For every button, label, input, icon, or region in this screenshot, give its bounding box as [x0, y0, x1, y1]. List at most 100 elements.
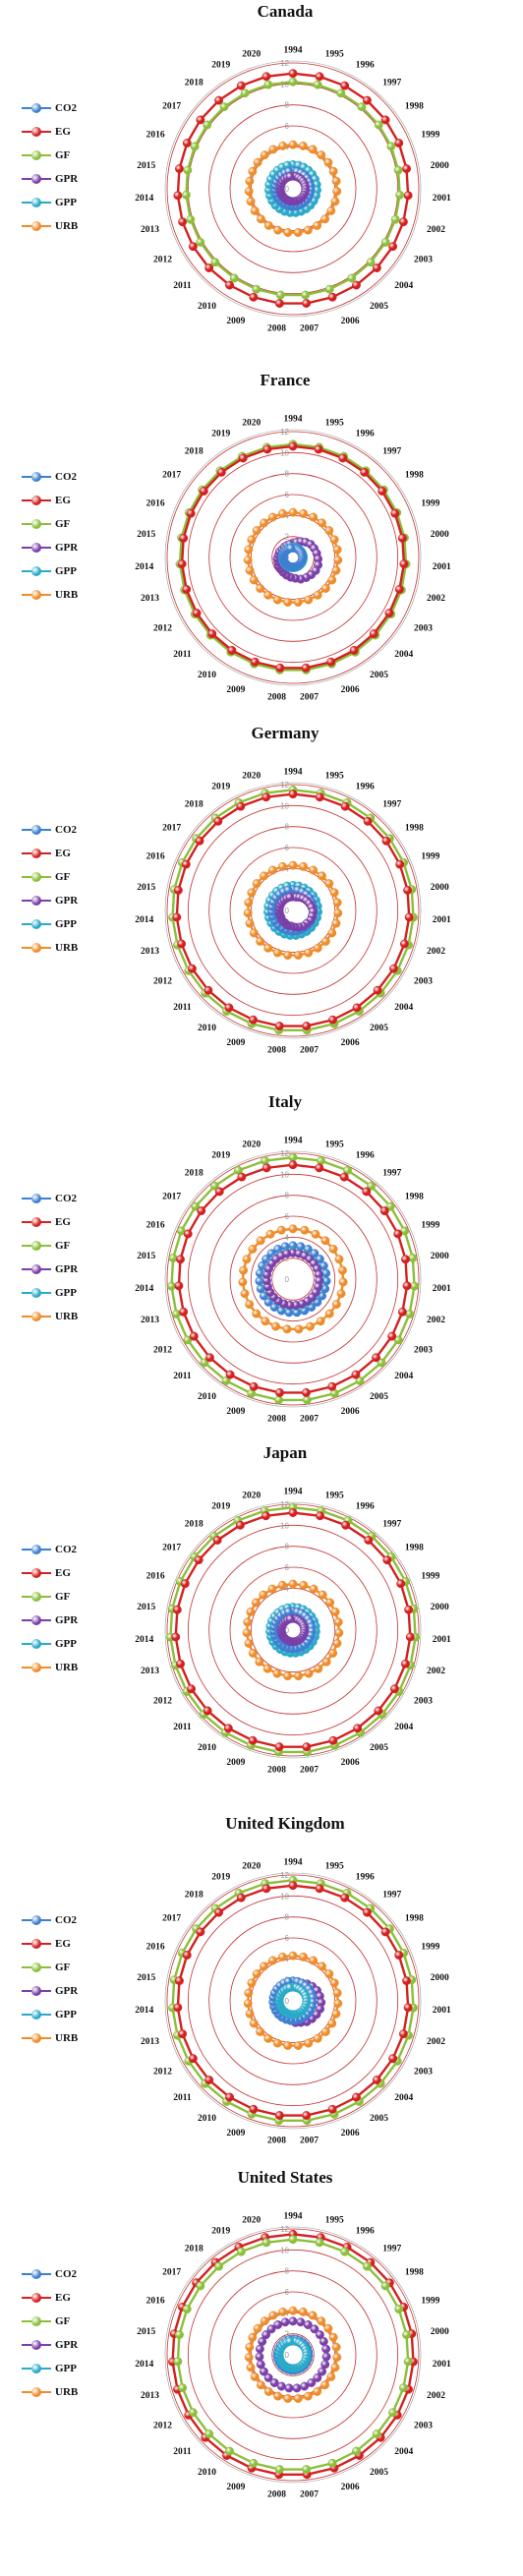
data-point-eg — [401, 1255, 410, 1264]
category-label: 2016 — [146, 851, 165, 861]
data-point-gf — [395, 190, 405, 200]
radial-tick-label: 4 — [285, 1584, 290, 1593]
category-label: 2006 — [341, 685, 360, 695]
legend-item: URB — [22, 936, 78, 960]
category-label: 2001 — [433, 915, 451, 925]
category-label: 2003 — [414, 1697, 433, 1707]
data-point-eg — [174, 1281, 184, 1291]
legend-swatch — [22, 472, 51, 482]
data-point-eg — [316, 1511, 325, 1521]
data-point-urb — [331, 2009, 341, 2019]
category-label: 1998 — [405, 102, 424, 112]
data-point-urb — [246, 197, 256, 206]
data-point-eg — [394, 584, 404, 594]
radial-tick-label: 8 — [285, 101, 290, 110]
data-point-urb — [283, 1671, 293, 1681]
radial-tick-label: 0 — [285, 1626, 290, 1635]
radial-tick-label: 10 — [280, 1892, 289, 1901]
data-point-urb — [316, 1317, 325, 1326]
data-point-urb — [248, 2332, 258, 2342]
data-point-urb — [244, 187, 254, 197]
data-point-urb — [267, 865, 277, 875]
category-label: 2000 — [431, 2327, 449, 2337]
data-point-eg — [397, 1307, 407, 1317]
legend-label: URB — [55, 2032, 79, 2044]
data-point-gf — [200, 1358, 209, 1368]
radial-tick-label: 8 — [285, 823, 290, 832]
legend-swatch — [22, 174, 51, 184]
category-label: 2009 — [226, 685, 245, 695]
category-label: 2010 — [198, 1392, 216, 1402]
data-point-eg — [382, 1555, 392, 1565]
series-line-urb — [247, 863, 339, 957]
grid-ring — [229, 1937, 357, 2065]
data-point-urb — [242, 1628, 252, 1638]
data-point-gf — [288, 2235, 298, 2245]
data-point-urb — [309, 1956, 319, 1965]
data-point-urb — [261, 1317, 270, 1326]
data-point-urb — [263, 2033, 273, 2043]
category-label: 2010 — [198, 1743, 216, 1753]
data-point-eg — [224, 1003, 234, 1013]
legend-label: GPP — [55, 565, 77, 577]
data-point-eg — [174, 1976, 184, 1986]
data-point-eg — [326, 657, 336, 667]
data-point-eg — [395, 859, 405, 869]
category-label: 2014 — [135, 1284, 153, 1294]
category-label: 2011 — [173, 650, 192, 660]
data-point-urb — [247, 888, 257, 898]
data-point-urb — [299, 1580, 309, 1590]
data-point-gf — [252, 284, 262, 294]
category-label: 1998 — [405, 1914, 424, 1924]
category-label: 1995 — [325, 771, 344, 781]
data-point-urb — [304, 1669, 314, 1678]
grid-ring — [271, 1258, 315, 1301]
data-point-eg — [225, 1370, 235, 1379]
radial-tick-label: 10 — [280, 80, 289, 88]
data-point-urb — [293, 598, 303, 608]
data-point-eg — [214, 1187, 224, 1197]
legend-swatch — [22, 543, 51, 553]
legend-swatch — [22, 1986, 51, 1996]
data-point-eg — [327, 2104, 337, 2114]
data-point-eg — [352, 280, 361, 290]
data-point-eg — [188, 964, 197, 973]
data-point-gpr — [318, 2367, 327, 2376]
data-point-urb — [238, 1277, 248, 1287]
radial-tick-label: 12 — [280, 781, 289, 790]
legend-item: GPP — [22, 1281, 78, 1305]
category-label: 2004 — [394, 281, 413, 291]
data-point-urb — [338, 1277, 348, 1287]
data-point-co2 — [286, 544, 296, 554]
category-label: 2008 — [267, 2490, 286, 2500]
data-point-urb — [320, 1236, 330, 1246]
radial-tick-label: 2 — [285, 1255, 290, 1263]
series-line-gf — [176, 2238, 410, 2471]
data-point-urb — [328, 166, 338, 176]
category-label: 2016 — [146, 498, 165, 508]
legend-item: URB — [22, 1656, 78, 1679]
radial-tick-label: 10 — [280, 2246, 289, 2254]
legend-item: GF — [22, 2310, 78, 2333]
radial-tick-label: 6 — [285, 491, 290, 499]
grid-ring — [166, 62, 420, 316]
data-point-urb — [268, 145, 278, 154]
data-point-urb — [293, 228, 303, 237]
category-label: 2002 — [427, 225, 445, 235]
data-point-eg — [338, 453, 348, 463]
data-point-eg — [214, 1907, 224, 1917]
legend-label: GPR — [55, 542, 79, 554]
data-point-eg — [214, 95, 224, 105]
data-point-gf — [236, 2247, 246, 2256]
data-point-urb — [324, 879, 334, 889]
category-label: 1997 — [382, 2245, 401, 2254]
data-point-eg — [380, 1927, 390, 1937]
legend-swatch — [22, 1592, 51, 1602]
category-label: 1995 — [325, 1140, 344, 1149]
legend-swatch — [22, 2269, 51, 2279]
data-point-urb — [288, 1224, 298, 1234]
legend-label: CO2 — [55, 1914, 77, 1926]
grid-ring — [229, 2291, 357, 2419]
radial-tick-label: 0 — [285, 185, 290, 194]
legend-label: URB — [55, 942, 79, 954]
